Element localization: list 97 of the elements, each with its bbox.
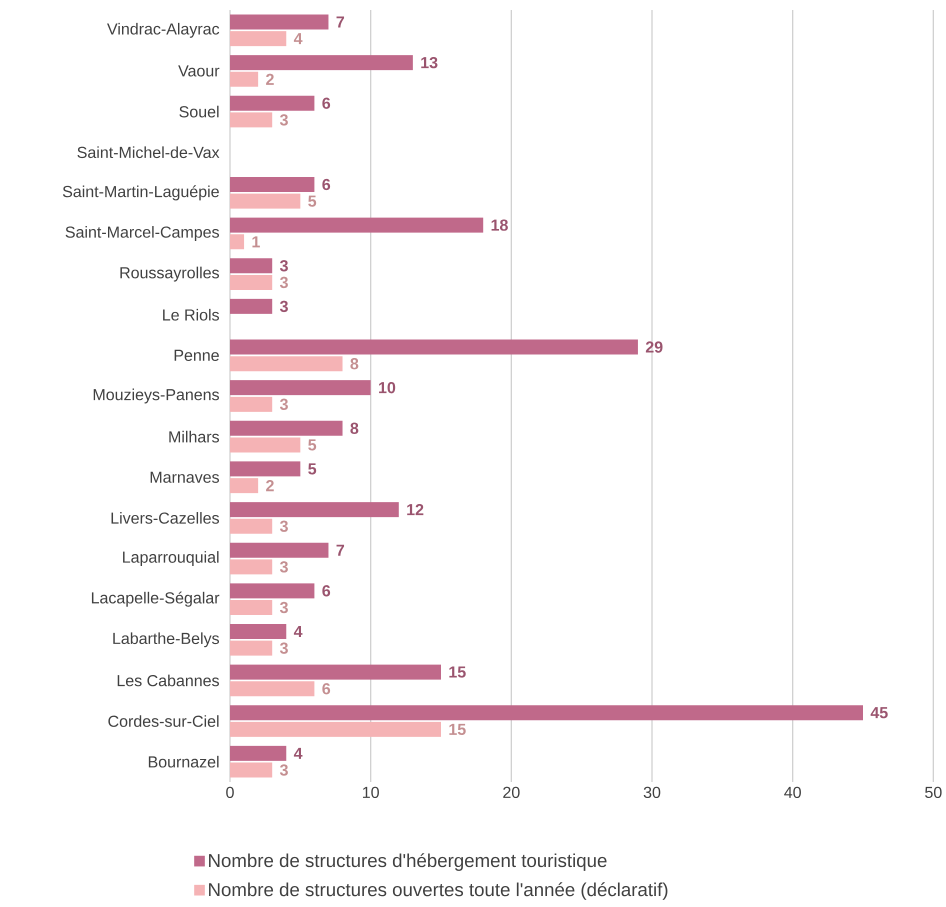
- data-label: 8: [350, 422, 358, 434]
- data-label: 6: [322, 585, 330, 596]
- y-tick-label: Les Cabannes: [118, 674, 219, 686]
- bar: [230, 502, 399, 518]
- data-label: 3: [280, 276, 288, 288]
- data-label: 3: [280, 114, 288, 126]
- bar: [230, 420, 343, 436]
- legend-label: Nombre de structures d'hébergement touristique: [209, 853, 607, 871]
- data-label: 5: [308, 463, 316, 475]
- bar: [230, 746, 286, 761]
- data-label: 6: [322, 98, 330, 109]
- bar: [230, 177, 314, 192]
- data-label: 18: [492, 219, 508, 231]
- bar: [230, 681, 314, 696]
- bar: [230, 112, 272, 128]
- bar: [230, 518, 272, 534]
- x-tick-label: 40: [784, 786, 801, 798]
- bar: [230, 559, 272, 574]
- y-tick-label: Vindrac-Alayrac: [107, 22, 220, 38]
- y-tick-label: Penne: [174, 350, 219, 361]
- x-tick-label: 50: [925, 786, 942, 798]
- y-tick-label: Laparrouquial: [123, 551, 219, 566]
- data-label: 8: [350, 358, 358, 370]
- bar: [230, 96, 314, 111]
- y-tick-label: Lacapelle-Ségalar: [92, 592, 220, 607]
- y-tick-label: Souel: [179, 106, 219, 118]
- data-label: 2: [266, 480, 274, 492]
- legend-label: Nombre de structures ouvertes toute l'année (déclaratif): [209, 882, 668, 900]
- bar: [230, 762, 272, 778]
- data-label: 7: [336, 544, 344, 556]
- y-tick-label: Saint-Michel-de-Vax: [77, 146, 220, 158]
- data-label: 12: [407, 504, 424, 516]
- data-label: 1: [252, 236, 260, 248]
- y-tick-label: Saint-Martin-Laguépie: [62, 185, 219, 200]
- y-tick-label: Livers-Cazelles: [112, 512, 219, 524]
- bar: [230, 461, 300, 476]
- data-label: 4: [294, 33, 302, 44]
- bar: [230, 72, 258, 87]
- bar: [230, 55, 413, 70]
- data-label: 2: [266, 74, 274, 85]
- bar: [230, 14, 328, 30]
- data-label: 3: [280, 300, 288, 312]
- y-tick-label: Milhars: [169, 430, 220, 443]
- bar: [230, 194, 300, 209]
- y-tick-label: Le Riols: [163, 308, 219, 321]
- data-label: 15: [449, 724, 466, 735]
- bar: [230, 722, 441, 737]
- data-label: 45: [870, 707, 888, 718]
- x-tick-label: 10: [362, 786, 379, 798]
- bar: [230, 234, 244, 250]
- bar: [230, 705, 864, 720]
- x-tick-label: 30: [644, 786, 660, 798]
- bar: [230, 380, 371, 396]
- data-label: 3: [280, 398, 288, 410]
- bar: [230, 583, 314, 598]
- bar: [230, 31, 286, 46]
- y-tick-label: Mouzieys-Panens: [94, 388, 219, 404]
- x-tick-label: 0: [226, 786, 234, 798]
- y-tick-label: Labarthe-Belys: [113, 632, 220, 648]
- bar: [230, 542, 328, 558]
- data-label: 3: [280, 602, 288, 614]
- y-tick-label: Bournazel: [148, 756, 219, 768]
- bar: [230, 437, 300, 452]
- bar: [230, 298, 272, 314]
- bar: [230, 340, 638, 355]
- x-tick-label: 20: [503, 786, 520, 798]
- data-label: 6: [322, 178, 330, 190]
- bar: [230, 640, 272, 656]
- y-tick-label: Marnaves: [150, 472, 220, 483]
- bar: [230, 274, 272, 290]
- y-tick-label: Vaour: [178, 65, 220, 77]
- y-tick-label: Cordes-sur-Ciel: [108, 715, 219, 727]
- data-label: 5: [308, 196, 316, 207]
- data-label: 3: [280, 260, 288, 272]
- bar: [230, 624, 286, 639]
- bar: [230, 356, 343, 372]
- data-label: 4: [294, 748, 302, 759]
- data-label: 15: [449, 666, 466, 678]
- data-label: 5: [308, 439, 316, 451]
- data-label: 3: [280, 764, 288, 776]
- data-label: 6: [322, 683, 330, 694]
- data-label: 29: [646, 341, 663, 353]
- data-label: 3: [280, 520, 288, 532]
- bar: [230, 664, 441, 680]
- bar: [230, 258, 272, 274]
- data-label: 7: [336, 16, 344, 28]
- y-tick-label: Saint-Marcel-Campes: [66, 226, 219, 241]
- data-label: 10: [379, 382, 396, 394]
- bar: [230, 218, 484, 233]
- data-label: 3: [280, 642, 288, 654]
- data-label: 3: [280, 561, 288, 573]
- y-tick-label: Roussayrolles: [120, 266, 219, 282]
- bar: [230, 600, 272, 615]
- bar: [230, 478, 258, 494]
- data-label: 4: [294, 626, 302, 637]
- data-label: 13: [421, 56, 438, 68]
- bar: [230, 396, 272, 412]
